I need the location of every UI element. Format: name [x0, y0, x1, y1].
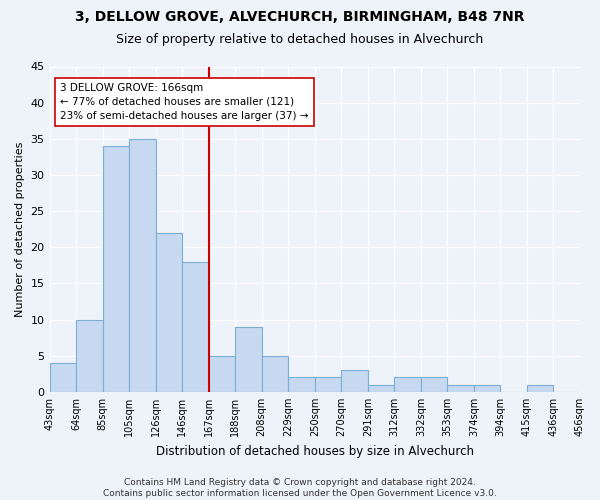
Bar — [235, 327, 262, 392]
Text: Size of property relative to detached houses in Alvechurch: Size of property relative to detached ho… — [116, 32, 484, 46]
Bar — [421, 378, 448, 392]
Bar — [394, 378, 421, 392]
Bar — [474, 384, 500, 392]
Text: Contains HM Land Registry data © Crown copyright and database right 2024.
Contai: Contains HM Land Registry data © Crown c… — [103, 478, 497, 498]
Bar — [527, 384, 553, 392]
Bar — [288, 378, 315, 392]
Y-axis label: Number of detached properties: Number of detached properties — [15, 142, 25, 317]
Bar — [262, 356, 288, 392]
Bar — [103, 146, 129, 392]
Bar — [76, 320, 103, 392]
Bar — [129, 139, 155, 392]
Bar — [341, 370, 368, 392]
Bar — [448, 384, 474, 392]
Text: 3, DELLOW GROVE, ALVECHURCH, BIRMINGHAM, B48 7NR: 3, DELLOW GROVE, ALVECHURCH, BIRMINGHAM,… — [75, 10, 525, 24]
X-axis label: Distribution of detached houses by size in Alvechurch: Distribution of detached houses by size … — [156, 444, 474, 458]
Bar — [50, 363, 76, 392]
Bar — [182, 262, 209, 392]
Bar — [155, 233, 182, 392]
Bar — [209, 356, 235, 392]
Bar — [368, 384, 394, 392]
Bar — [315, 378, 341, 392]
Text: 3 DELLOW GROVE: 166sqm
← 77% of detached houses are smaller (121)
23% of semi-de: 3 DELLOW GROVE: 166sqm ← 77% of detached… — [60, 83, 308, 121]
